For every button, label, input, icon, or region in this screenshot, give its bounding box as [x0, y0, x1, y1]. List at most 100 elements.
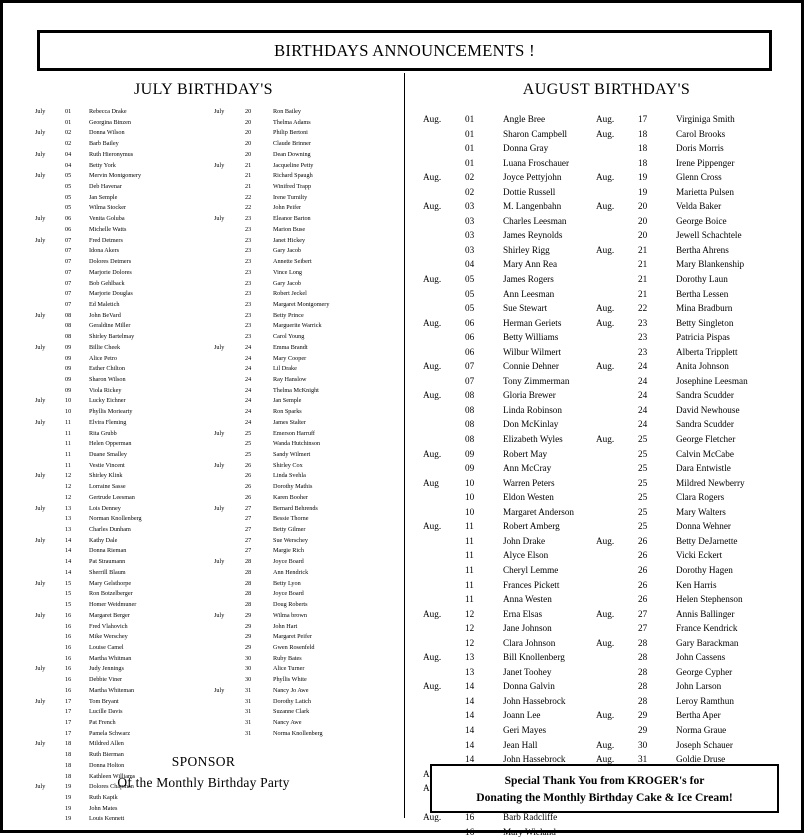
- birthday-row: 02 Barb Bailey: [35, 139, 142, 150]
- birthday-day-number: 11: [465, 521, 474, 532]
- birthday-day-number: 26: [245, 461, 252, 469]
- birthday-row: 09 Alice Petro: [35, 354, 142, 365]
- birthday-day-number: 22: [245, 204, 252, 212]
- birthday-month-label: Aug.: [596, 361, 615, 372]
- birthday-row: 11 Frances Pickett: [423, 578, 574, 593]
- birthday-day-number: 03: [465, 215, 475, 226]
- birthday-person-name: Bertha Ahrens: [676, 244, 729, 255]
- birthday-day-number: 31: [245, 708, 252, 716]
- birthday-row: Aug. 22 Mina Bradburn: [596, 301, 748, 316]
- birthday-row: July 06 Venita Goluba: [35, 214, 142, 225]
- birthday-row: 07 Bob Gehlback: [35, 279, 142, 290]
- birthday-person-name: Ken Harris: [676, 579, 717, 590]
- birthday-person-name: Mary Walters: [676, 506, 726, 517]
- birthday-day-number: 02: [65, 140, 72, 148]
- birthday-person-name: Duane Smalley: [89, 451, 127, 458]
- birthday-row: 27 Bessie Thorne: [214, 514, 329, 525]
- birthday-person-name: Margie Rich: [273, 547, 304, 555]
- birthday-person-name: Joann Lee: [503, 710, 541, 721]
- birthday-row: 18 Doris Morris: [596, 141, 748, 156]
- birthday-day-number: 12: [465, 623, 475, 634]
- birthday-row: 07 Marjorie Douglas: [35, 289, 142, 300]
- july-list-column-right: July 20 Ron Bailey 20 Thelma Adams 20 Philip B…: [214, 107, 329, 739]
- birthday-person-name: Esther Chilton: [89, 365, 125, 373]
- birthday-person-name: Ruth Kapik: [89, 794, 118, 801]
- birthday-day-number: 14: [465, 695, 475, 706]
- birthday-person-name: Irene Turnilty: [273, 193, 308, 201]
- birthday-row: July 14 Kathy Dale: [35, 536, 142, 547]
- birthday-day-number: 25: [638, 463, 648, 474]
- birthday-row: 24 Sandra Scudder: [596, 388, 748, 403]
- birthday-person-name: Jean Hall: [503, 739, 538, 750]
- birthday-day-number: 25: [638, 492, 648, 503]
- birthday-day-number: 24: [245, 343, 252, 351]
- birthday-row: 08 Linda Robinson: [423, 403, 574, 418]
- birthday-row: 26 Dorothy Mathis: [214, 482, 329, 493]
- birthday-day-number: 19: [65, 783, 72, 791]
- birthday-row: 05 Sue Stewart: [423, 301, 574, 316]
- birthday-person-name: John Drake: [503, 535, 546, 546]
- birthday-person-name: Bessie Thorne: [273, 515, 309, 523]
- birthday-row: 05 Jan Semple: [35, 193, 142, 204]
- birthday-person-name: Mike Werschey: [89, 633, 128, 641]
- birthday-day-number: 14: [465, 681, 475, 692]
- birthday-person-name: Tom Bryant: [89, 697, 119, 705]
- birthday-day-number: 28: [245, 601, 252, 609]
- birthday-row: July 15 Mary Gelsthorpe: [35, 579, 142, 590]
- birthday-month-label: Aug.: [423, 608, 442, 619]
- birthday-day-number: 23: [245, 290, 252, 298]
- birthday-month-label: July: [35, 665, 46, 673]
- birthday-row: 19 Ruth Kapik: [35, 793, 142, 804]
- birthday-person-name: Venita Goluba: [89, 215, 125, 223]
- birthday-day-number: 19: [65, 804, 72, 812]
- birthday-person-name: Margaret Montgomery: [273, 300, 330, 308]
- birthday-person-name: Vicki Eckert: [676, 550, 723, 561]
- birthday-person-name: Sue Stewart: [503, 303, 548, 314]
- birthday-person-name: Dorothy Latich: [273, 697, 311, 705]
- birthday-day-number: 01: [65, 118, 72, 126]
- birthday-row: 28 Doug Roberts: [214, 600, 329, 611]
- birthday-row: 27 Betty Gilmer: [214, 525, 329, 536]
- birthday-person-name: Bertha Aper: [676, 710, 721, 721]
- birthday-day-number: 23: [245, 247, 252, 255]
- birthday-person-name: Irene Pippenger: [676, 157, 735, 168]
- birthday-person-name: Geri Mayes: [503, 724, 547, 735]
- sponsor-subtitle: Of the Monthly Birthday Party: [117, 775, 290, 790]
- birthday-person-name: Bob Gehlback: [89, 279, 125, 287]
- birthday-day-number: 08: [65, 322, 72, 330]
- birthday-day-number: 17: [65, 708, 72, 716]
- birthday-month-label: July: [35, 108, 46, 115]
- birthday-day-number: 21: [638, 274, 648, 285]
- birthday-day-number: 10: [465, 506, 475, 517]
- sponsor-title: SPONSOR: [171, 754, 236, 769]
- birthday-day-number: 14: [65, 568, 72, 576]
- birthday-row: Aug. 13 Bill Knollenberg: [423, 650, 574, 665]
- birthday-person-name: Ruth Bierman: [89, 751, 124, 759]
- birthday-day-number: 09: [465, 463, 475, 474]
- birthday-person-name: Donna Holton: [89, 761, 125, 769]
- birthday-person-name: Donna Wehner: [676, 521, 731, 532]
- birthday-person-name: Gertrude Leesman: [89, 493, 135, 501]
- birthday-row: 15 Homer Weidmuner: [35, 600, 142, 611]
- birthday-row: 28 Joyce Board: [214, 589, 329, 600]
- birthday-person-name: Shirley Rigg: [503, 244, 550, 255]
- birthday-day-number: 24: [638, 375, 648, 386]
- announcement-banner: BIRTHDAYS ANNOUNCEMENTS !: [37, 30, 772, 71]
- birthday-day-number: 08: [465, 434, 475, 445]
- birthday-person-name: Judy Jennings: [89, 665, 124, 673]
- birthday-day-number: 04: [65, 161, 72, 169]
- birthday-row: July 24 Emma Brandt: [214, 343, 329, 354]
- birthday-day-number: 20: [245, 140, 252, 148]
- birthday-row: Aug. 24 Anita Johnson: [596, 359, 748, 374]
- birthday-day-number: 20: [638, 201, 648, 212]
- birthday-person-name: George Cypher: [676, 666, 733, 677]
- birthday-row: 24 Mary Cooper: [214, 354, 329, 365]
- birthday-row: Aug. 29 Bertha Aper: [596, 708, 748, 723]
- birthday-day-number: 27: [245, 515, 252, 523]
- birthday-person-name: Sandra Scudder: [676, 419, 734, 430]
- birthday-day-number: 23: [245, 279, 252, 287]
- birthday-person-name: Elizabeth Wyles: [503, 434, 563, 445]
- birthday-day-number: 20: [245, 118, 252, 126]
- birthday-row: 05 Wilma Stocker: [35, 203, 142, 214]
- birthday-person-name: Louis Kennett: [89, 815, 125, 823]
